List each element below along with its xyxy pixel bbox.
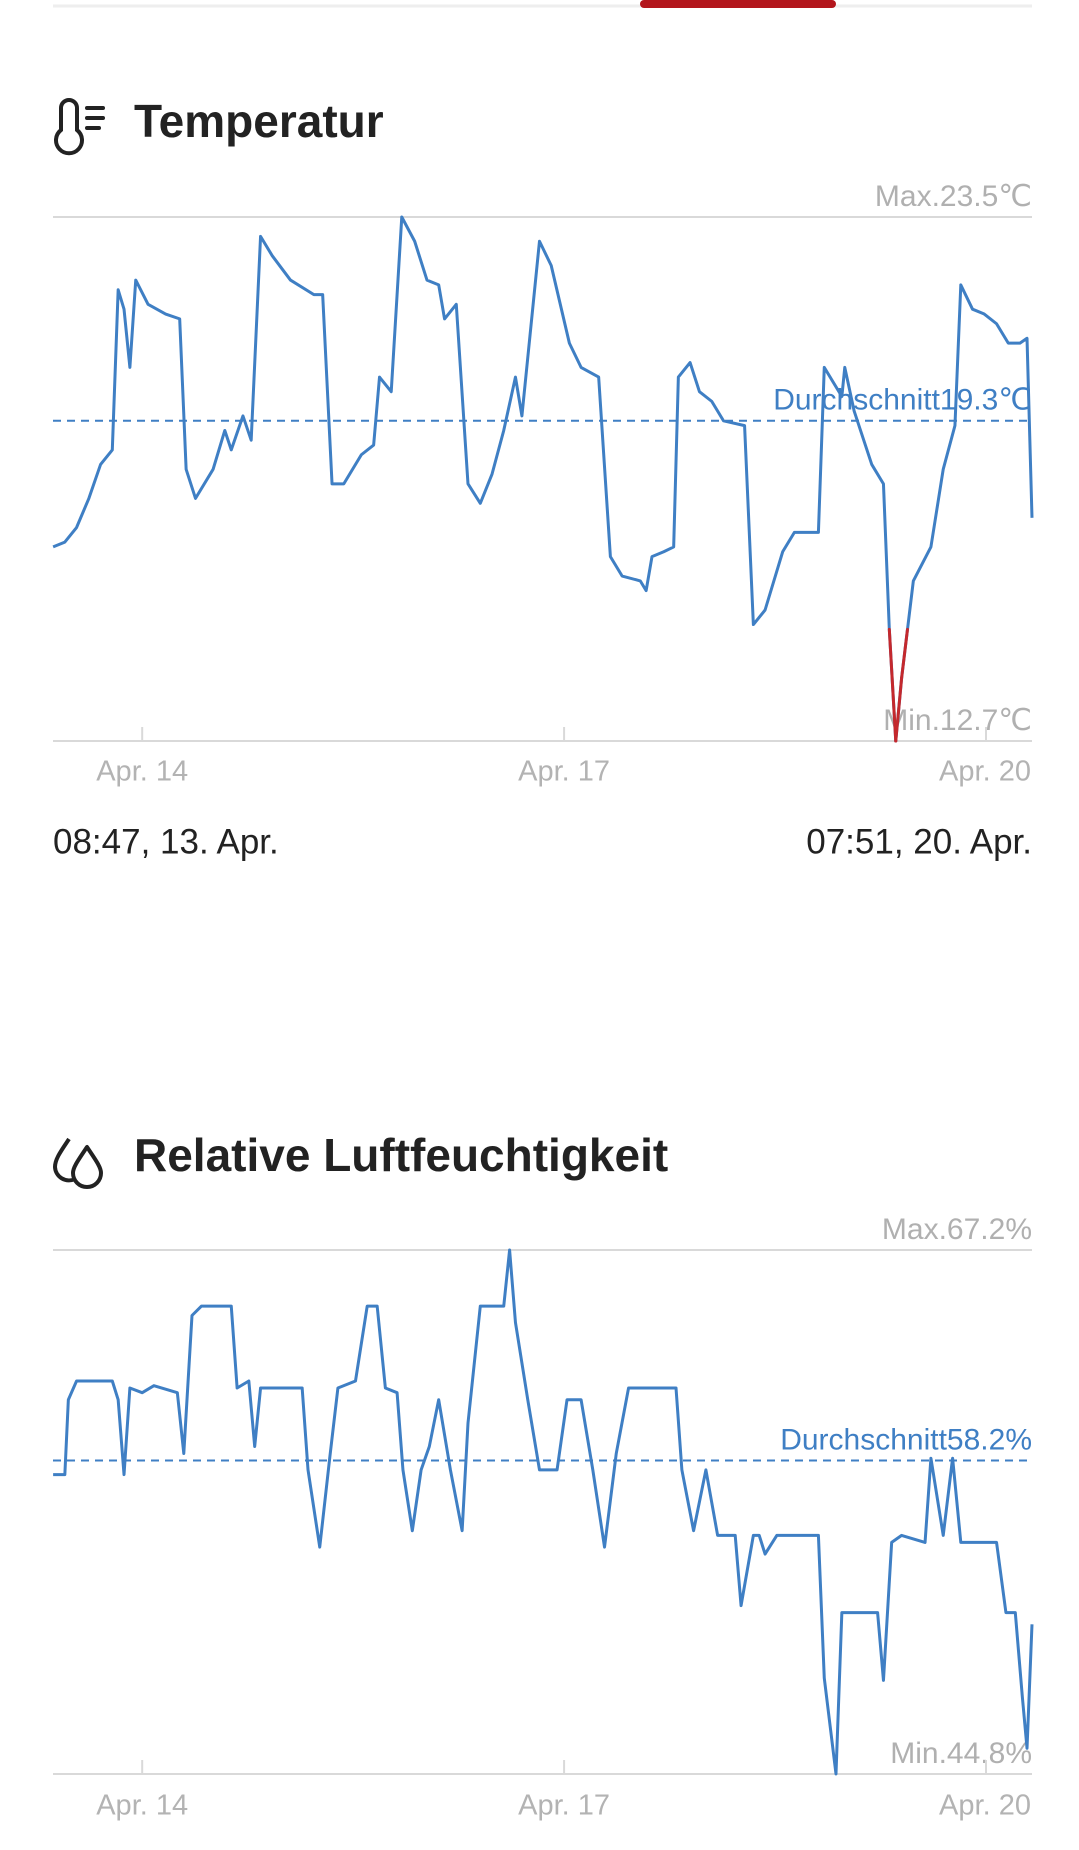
reference-label: Min.44.8% [890, 1737, 1032, 1770]
x-tick-label: Apr. 17 [518, 1790, 610, 1822]
average-label: Durchschnitt58.2% [780, 1423, 1032, 1456]
range-end: 07:51, 20. Apr. [806, 822, 1032, 861]
low-segment [900, 627, 909, 680]
tab-indicator [640, 0, 836, 8]
chart-title: Temperatur [134, 95, 384, 147]
thermometer-icon [54, 98, 105, 156]
x-tick-label: Apr. 20 [939, 756, 1031, 788]
reference-label: Max.67.2% [882, 1213, 1032, 1246]
low-segment [894, 676, 904, 743]
reference-label: Max.23.5℃ [875, 180, 1032, 213]
x-tick-label: Apr. 20 [939, 1790, 1031, 1822]
line-series [52, 215, 1034, 743]
x-tick-label: Apr. 14 [96, 1790, 188, 1822]
average-label: Durchschnitt19.3℃ [773, 384, 1032, 417]
line-series [53, 1248, 1034, 1776]
range-start: 08:47, 13. Apr. [53, 822, 279, 861]
chart-title: Relative Luftfeuchtigkeit [134, 1129, 668, 1181]
humidity-icon [53, 1137, 103, 1189]
reference-label: Min.12.7℃ [883, 704, 1032, 737]
x-tick-label: Apr. 17 [518, 756, 610, 788]
x-tick-label: Apr. 14 [96, 756, 188, 788]
low-segment [887, 627, 898, 743]
